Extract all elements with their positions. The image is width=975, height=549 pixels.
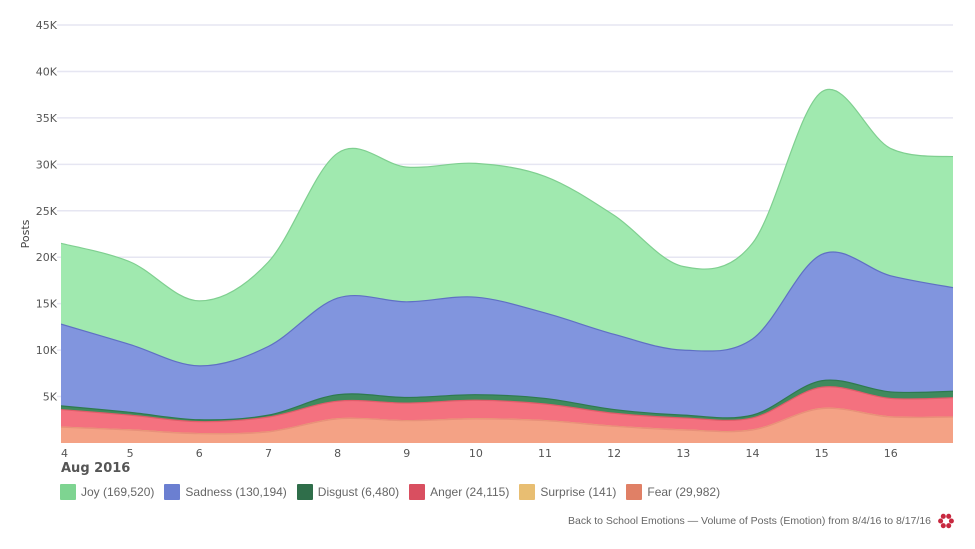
x-tick-label: 6: [196, 447, 203, 460]
y-tick-label: 40K: [36, 65, 58, 78]
legend-item[interactable]: Anger (24,115): [409, 484, 509, 500]
y-tick-label: 10K: [36, 344, 58, 357]
x-tick-label: 5: [127, 447, 134, 460]
y-axis-ticks: 5K 10K 15K 20K 25K 30K 35K 40K 45K: [36, 19, 58, 404]
line-fear: [61, 407, 953, 435]
x-tick-label: 15: [815, 447, 829, 460]
logo-petal: [946, 513, 952, 519]
x-axis-ticks: 4 5 6 7 8 9 10 11 12 13 14 15 16: [61, 447, 898, 460]
x-tick-label: 11: [538, 447, 552, 460]
legend-label: Disgust (6,480): [317, 485, 400, 499]
area-sadness[interactable]: [61, 252, 960, 443]
area-fear[interactable]: [61, 408, 960, 443]
x-tick-label: 12: [607, 447, 621, 460]
line-joy: [61, 88, 953, 302]
line-disgust: [61, 379, 953, 421]
x-axis-title: Aug 2016: [61, 461, 130, 476]
y-tick-label: 35K: [36, 112, 58, 125]
legend-label: Fear (29,982): [647, 485, 721, 499]
legend-item[interactable]: Disgust (6,480): [296, 484, 400, 500]
logo-petal: [940, 523, 946, 529]
x-tick-label: 10: [469, 447, 483, 460]
legend-item[interactable]: Fear (29,982): [626, 484, 720, 500]
legend-swatch: [60, 484, 76, 500]
x-tick-label: 9: [403, 447, 410, 460]
legend-item[interactable]: Sadness (130,194): [164, 484, 287, 500]
x-tick-label: 4: [61, 447, 68, 460]
chart-footer: Back to School Emotions — Volume of Post…: [568, 512, 955, 530]
legend: Joy (169,520) Sadness (130,194) Disgust (6…: [60, 484, 720, 500]
y-tick-label: 30K: [36, 158, 58, 171]
stacked-area-chart: 5K 10K 15K 20K 25K 30K 35K 40K 45K 4 5 6 7 8 9 10 11 12 1…: [19, 19, 960, 476]
legend-swatch: [409, 484, 426, 500]
x-tick-label: 7: [265, 447, 272, 460]
legend-label: Joy (169,520): [81, 485, 155, 499]
logo-petal: [946, 523, 952, 529]
x-tick-label: 14: [745, 447, 759, 460]
logo-petal: [940, 513, 946, 519]
y-tick-label: 25K: [36, 205, 58, 218]
logo-petal: [938, 518, 944, 524]
y-tick-label: 45K: [36, 19, 58, 32]
line-sadness: [61, 251, 953, 367]
legend-label: Sadness (130,194): [185, 485, 287, 499]
legend-swatch: [626, 484, 643, 500]
legend-label: Anger (24,115): [430, 485, 510, 499]
legend-swatch: [296, 484, 313, 500]
series-areas: [61, 88, 960, 443]
y-axis-title: Posts: [19, 219, 32, 248]
x-tick-label: 13: [676, 447, 690, 460]
x-tick-label: 16: [884, 447, 898, 460]
line-anger: [61, 386, 953, 423]
flower-logo-icon[interactable]: [937, 512, 955, 530]
x-tick-label: 8: [334, 447, 341, 460]
legend-swatch: [519, 484, 536, 500]
legend-label: Surprise (141): [540, 485, 617, 499]
logo-petal: [948, 518, 954, 524]
legend-swatch: [164, 484, 181, 500]
y-tick-label: 5K: [43, 391, 58, 404]
legend-item[interactable]: Joy (169,520): [60, 484, 154, 500]
y-tick-label: 15K: [36, 298, 58, 311]
chart-caption: Back to School Emotions — Volume of Post…: [567, 515, 931, 527]
legend-item[interactable]: Surprise (141): [519, 484, 616, 500]
y-tick-label: 20K: [36, 251, 58, 264]
